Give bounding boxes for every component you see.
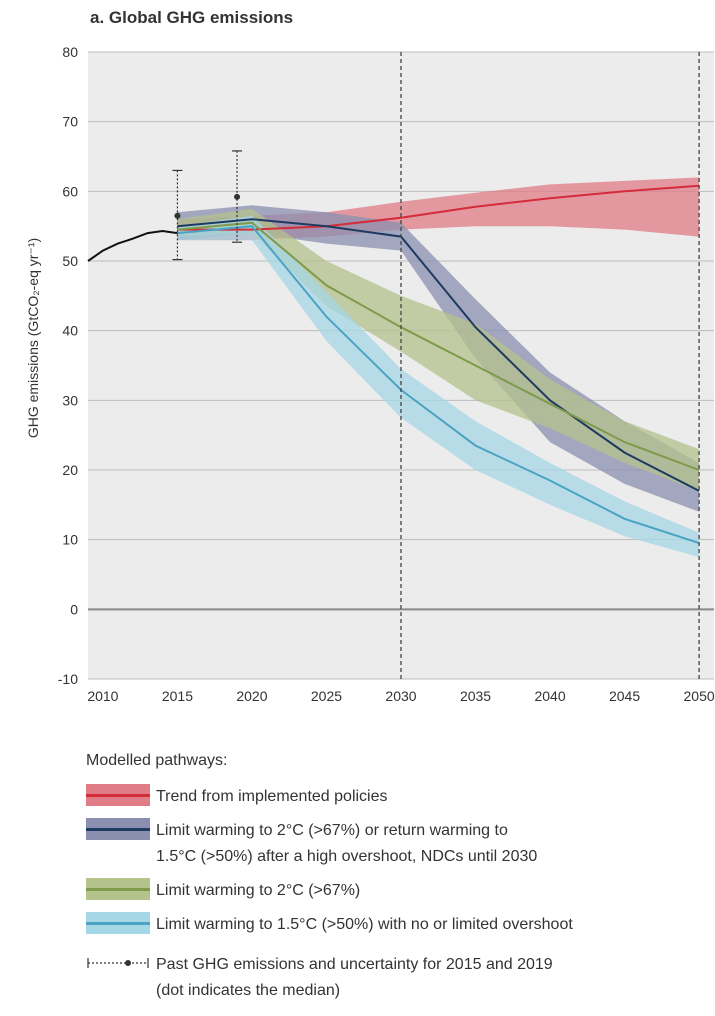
x-tick-label-2040: 2040 <box>534 688 565 704</box>
legend-swatch-line-series-1 <box>86 828 150 831</box>
historical-emissions <box>87 229 178 262</box>
x-tick-label-2015: 2015 <box>162 688 193 704</box>
y-tick-label-70: 70 <box>62 114 78 130</box>
legend-swatch-series-0 <box>86 784 150 806</box>
legend-label-line: Trend from implemented policies <box>156 788 388 805</box>
legend-items: Trend from implemented policies Limit war… <box>86 784 711 938</box>
median-line-series-0 <box>177 184 700 231</box>
y-tick-labels: -10 0 10 20 30 40 50 60 70 80 <box>58 44 78 687</box>
past-uncertainty-bars <box>172 150 243 261</box>
legend-heading: Modelled pathways: <box>86 752 228 769</box>
legend-label-line: Limit warming to 1.5°C (>50%) with no or… <box>156 916 573 933</box>
y-tick-label-80: 80 <box>62 44 78 60</box>
y-tick-label-30: 30 <box>62 392 78 408</box>
legend: Modelled pathways: Trend from implemente… <box>86 752 711 1012</box>
y-axis-label: GHG emissions (GtCO₂-eq yr⁻¹) <box>25 238 41 438</box>
y-tick-label-40: 40 <box>62 323 78 339</box>
legend-item-series-2: Limit warming to 2°C (>67%) <box>86 878 711 904</box>
y-tick-label--10: -10 <box>58 671 78 687</box>
x-tick-label-2010: 2010 <box>87 688 118 704</box>
median-dot-2015 <box>174 212 181 219</box>
legend-swatch-series-1 <box>86 818 150 840</box>
median-line-series-2 <box>177 221 700 471</box>
median-line-series-1 <box>177 218 700 492</box>
x-tick-label-2030: 2030 <box>385 688 416 704</box>
legend-swatch-series-2 <box>86 878 150 900</box>
historical-line <box>87 229 178 262</box>
legend-label-series-0: Trend from implemented policies <box>156 784 388 810</box>
legend-swatch-line-series-2 <box>86 888 150 891</box>
y-tick-label-20: 20 <box>62 462 78 478</box>
legend-item-past-emissions: Past GHG emissions and uncertainty for 2… <box>86 952 711 1004</box>
median-line-series-3 <box>177 225 700 545</box>
chart-title: a. Global GHG emissions <box>90 8 294 27</box>
legend-label-series-2: Limit warming to 2°C (>67%) <box>156 878 360 904</box>
legend-label-series-1: Limit warming to 2°C (>67%) or return wa… <box>156 818 537 870</box>
legend-label-line: Limit warming to 2°C (>67%) or return wa… <box>156 822 508 839</box>
median-dot-2019 <box>234 193 241 200</box>
legend-label-line: Limit warming to 2°C (>67%) <box>156 882 361 899</box>
y-tick-label-0: 0 <box>70 601 78 617</box>
x-tick-label-2050: 2050 <box>684 688 715 704</box>
legend-swatch-series-3 <box>86 912 150 934</box>
plot-background <box>88 52 714 679</box>
legend-item-series-0: Trend from implemented policies <box>86 784 711 810</box>
band-series-3 <box>177 215 700 558</box>
past-uncertainty-symbol <box>87 958 149 968</box>
x-tick-label-2020: 2020 <box>236 688 267 704</box>
y-tick-label-50: 50 <box>62 253 78 269</box>
y-tick-label-10: 10 <box>62 532 78 548</box>
x-tick-labels: 2010 2015 2020 2025 2030 2035 2040 2045 2050 <box>87 688 715 704</box>
legend-label-series-3: Limit warming to 1.5°C (>50%) with no or… <box>156 912 573 938</box>
legend-item-series-3: Limit warming to 1.5°C (>50%) with no or… <box>86 912 711 938</box>
legend-label-line: 1.5°C (>50%) after a high overshoot, NDC… <box>156 848 538 865</box>
legend-swatch-line-series-0 <box>86 794 150 797</box>
legend-past-line-1: Past GHG emissions and uncertainty for 2… <box>156 956 553 973</box>
legend-past-line-2: (dot indicates the median) <box>156 982 341 999</box>
x-tick-label-2045: 2045 <box>609 688 640 704</box>
legend-swatch-line-series-3 <box>86 922 150 925</box>
x-tick-label-2035: 2035 <box>460 688 491 704</box>
x-tick-label-2025: 2025 <box>311 688 342 704</box>
median-lines <box>177 184 700 545</box>
legend-past-text: Past GHG emissions and uncertainty for 2… <box>156 952 553 1004</box>
legend-item-series-1: Limit warming to 2°C (>67%) or return wa… <box>86 818 711 870</box>
y-tick-label-60: 60 <box>62 183 78 199</box>
